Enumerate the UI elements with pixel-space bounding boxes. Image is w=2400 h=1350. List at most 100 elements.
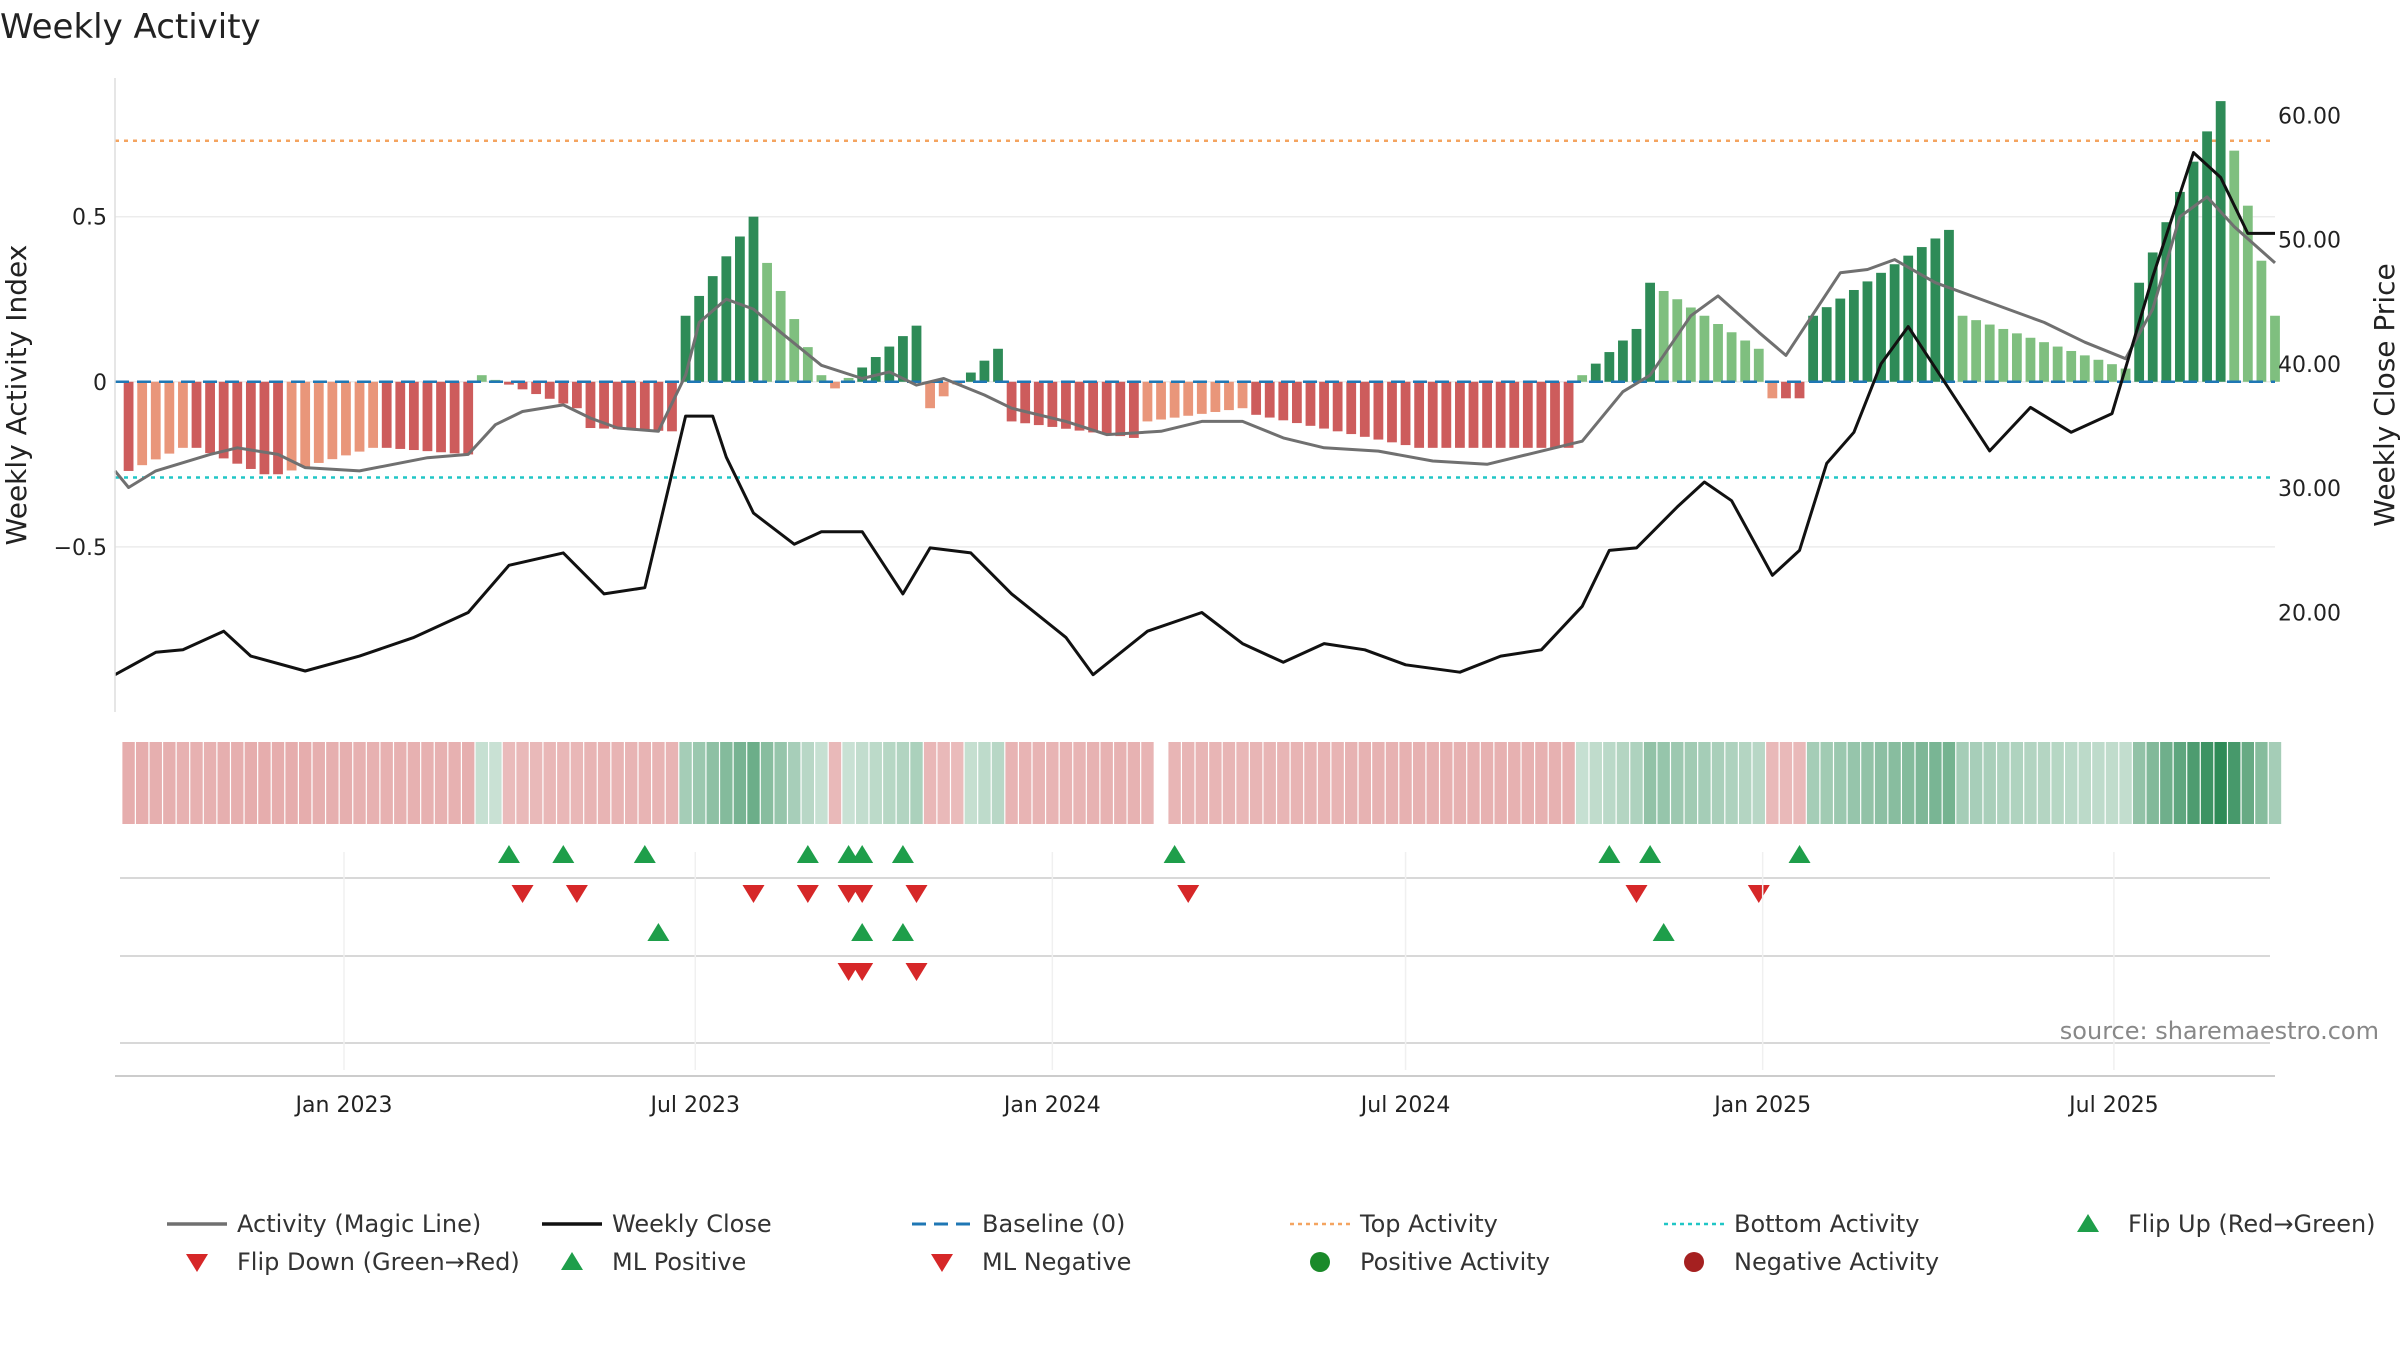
activity-bar xyxy=(1291,381,1302,424)
heat-cell xyxy=(1453,742,1467,824)
activity-bar xyxy=(1047,381,1058,427)
activity-bar xyxy=(178,381,188,448)
heat-cell xyxy=(679,742,692,824)
heat-cell xyxy=(1195,742,1208,824)
heat-cell xyxy=(2105,742,2119,824)
activity-bar xyxy=(300,381,311,467)
heat-cell xyxy=(1494,742,1507,824)
heat-cell xyxy=(828,742,842,824)
heat-cell xyxy=(1209,742,1222,824)
heat-cell xyxy=(380,742,393,824)
activity-bar xyxy=(2147,252,2158,382)
signal-up-marker xyxy=(1639,845,1662,863)
activity-bar xyxy=(286,381,297,471)
heat-cell xyxy=(1114,742,1127,824)
activity-bar xyxy=(979,360,990,382)
heat-cell xyxy=(1630,742,1643,824)
activity-bar xyxy=(1916,247,1927,382)
heat-cell xyxy=(1182,742,1195,824)
activity-bar xyxy=(1061,381,1071,429)
activity-bar xyxy=(1862,281,1873,382)
activity-bar xyxy=(1142,381,1153,422)
signal-up-marker xyxy=(633,845,656,863)
right-tick-label: 40.00 xyxy=(2278,353,2341,378)
activity-bar xyxy=(245,381,256,469)
activity-bar xyxy=(341,381,351,456)
heat-cell xyxy=(1643,742,1657,824)
activity-bar xyxy=(232,381,243,464)
heat-cell xyxy=(1616,742,1630,824)
right-tick-label: 20.00 xyxy=(2278,602,2341,627)
heat-cell xyxy=(448,742,461,824)
signal-up-marker xyxy=(851,845,874,863)
legend-label: ML Positive xyxy=(612,1248,746,1276)
signal-down-marker xyxy=(851,963,874,981)
activity-bar xyxy=(789,319,800,382)
activity-bar xyxy=(517,381,528,390)
activity-bar xyxy=(218,381,229,459)
heat-cell xyxy=(1942,742,1956,824)
left-tick-label: −0.5 xyxy=(54,536,107,561)
activity-bar xyxy=(965,372,976,382)
heat-cell xyxy=(570,742,584,824)
heat-cell xyxy=(2255,742,2268,824)
heat-cell xyxy=(2268,742,2282,824)
x-tick-label: Jan 2024 xyxy=(1002,1093,1101,1118)
activity-bar xyxy=(1998,328,2009,382)
activity-bar xyxy=(2120,368,2131,382)
signal-up-marker xyxy=(891,923,914,941)
right-axis-title: Weekly Close Price xyxy=(2368,263,2400,526)
heat-cell xyxy=(462,742,475,824)
heat-cell xyxy=(1983,742,1996,824)
heat-cell xyxy=(1548,742,1562,824)
activity-bar xyxy=(1536,381,1547,448)
activity-bar xyxy=(164,381,175,454)
activity-bar xyxy=(1278,381,1289,421)
activity-bar xyxy=(2229,150,2240,382)
activity-bar xyxy=(1033,381,1044,426)
activity-bar xyxy=(707,276,718,382)
signal-up-marker xyxy=(552,845,575,863)
left-axis-title: Weekly Activity Index xyxy=(0,245,33,546)
legend-label: Positive Activity xyxy=(1360,1248,1550,1276)
signal-down-marker xyxy=(565,885,588,903)
activity-bar xyxy=(1495,381,1506,448)
heat-cell xyxy=(1168,742,1181,824)
signal-up-marker xyxy=(647,923,670,941)
activity-bar xyxy=(1169,381,1180,418)
heat-cell xyxy=(652,742,665,824)
activity-bar xyxy=(368,381,379,448)
activity-bar xyxy=(395,381,406,449)
signal-down-marker xyxy=(851,885,874,903)
activity-bar xyxy=(1101,381,1112,435)
activity-bar xyxy=(1753,348,1764,382)
activity-bar xyxy=(422,381,433,452)
heat-cell xyxy=(1834,742,1847,824)
activity-bar xyxy=(191,381,202,448)
activity-bar xyxy=(1224,381,1234,411)
heat-cell xyxy=(1929,742,1942,824)
heat-cell xyxy=(217,742,230,824)
activity-bar xyxy=(1509,381,1520,448)
heat-cell xyxy=(1059,742,1073,824)
heat-cell xyxy=(842,742,855,824)
heat-cell xyxy=(1915,742,1928,824)
legend: Activity (Magic Line) Weekly Close Baselin… xyxy=(167,1210,2376,1276)
activity-bar xyxy=(1196,381,1207,414)
activity-bar xyxy=(1848,289,1859,382)
heat-cell xyxy=(1698,742,1711,824)
right-tick-label: 50.00 xyxy=(2278,229,2341,254)
heat-cell xyxy=(665,742,679,824)
activity-bar xyxy=(273,381,283,475)
heat-cell xyxy=(1589,742,1602,824)
signal-down-marker xyxy=(905,963,928,981)
legend-item: ML Negative xyxy=(931,1248,1131,1276)
heat-cell xyxy=(176,742,190,824)
heat-cell xyxy=(1304,742,1317,824)
heat-cell xyxy=(937,742,950,824)
heat-cell xyxy=(543,742,556,824)
activity-bar xyxy=(1400,381,1411,446)
legend-item: Activity (Magic Line) xyxy=(167,1210,481,1238)
heat-cell xyxy=(1222,742,1236,824)
heat-cell xyxy=(1671,742,1684,824)
